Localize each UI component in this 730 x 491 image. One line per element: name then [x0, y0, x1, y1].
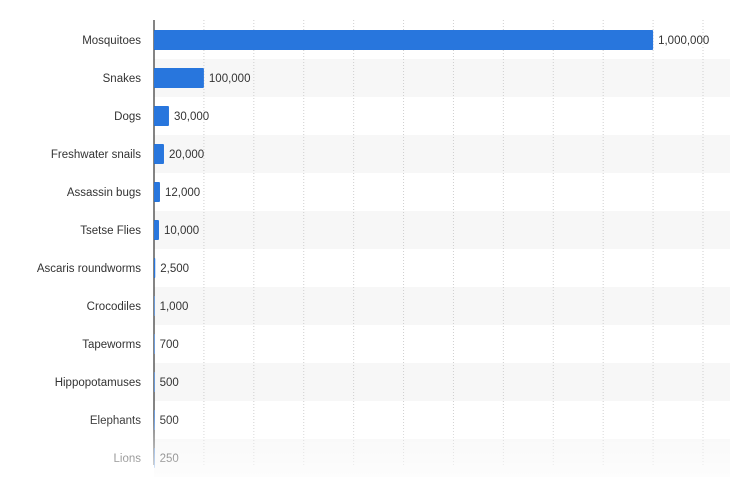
data-label: 500	[160, 377, 179, 389]
category-label: Snakes	[103, 73, 142, 85]
data-label: 250	[160, 453, 179, 465]
category-label: Mosquitoes	[82, 35, 141, 47]
row-stripe	[154, 439, 730, 477]
data-label: 1,000,000	[658, 35, 709, 47]
category-label: Crocodiles	[87, 301, 142, 313]
data-label: 2,500	[160, 263, 189, 275]
bar	[154, 372, 155, 392]
bar	[154, 30, 654, 50]
bar	[154, 334, 155, 354]
category-label: Tapeworms	[82, 339, 141, 351]
bar	[154, 106, 169, 126]
row-stripe	[154, 135, 730, 173]
bars	[154, 30, 654, 468]
row-stripe	[154, 59, 730, 97]
bar	[154, 182, 160, 202]
data-label: 20,000	[169, 149, 204, 161]
data-label: 30,000	[174, 111, 209, 123]
gridlines	[203, 20, 704, 465]
category-label: Lions	[114, 453, 142, 465]
category-label: Freshwater snails	[51, 149, 141, 161]
bar	[154, 258, 156, 278]
row-stripe	[154, 287, 730, 325]
row-stripe	[154, 211, 730, 249]
bar	[154, 448, 155, 468]
row-stripe	[154, 363, 730, 401]
bar	[154, 220, 159, 240]
category-labels: Mosquitoes Snakes Dogs Freshwater snails Ass…	[37, 35, 141, 465]
category-label: Assassin bugs	[67, 187, 141, 199]
row-stripes	[154, 59, 730, 477]
data-label: 100,000	[209, 73, 251, 85]
data-label: 12,000	[165, 187, 200, 199]
data-label: 500	[160, 415, 179, 427]
data-label: 700	[160, 339, 179, 351]
bar	[154, 144, 164, 164]
data-label: 10,000	[164, 225, 199, 237]
data-label: 1,000	[160, 301, 189, 313]
category-label: Tsetse Flies	[80, 225, 141, 237]
category-label: Dogs	[114, 111, 141, 123]
bar	[154, 410, 155, 430]
category-label: Elephants	[90, 415, 141, 427]
bar	[154, 68, 204, 88]
bar	[154, 296, 155, 316]
category-label: Hippopotamuses	[55, 377, 142, 389]
category-label: Ascaris roundworms	[37, 263, 141, 275]
